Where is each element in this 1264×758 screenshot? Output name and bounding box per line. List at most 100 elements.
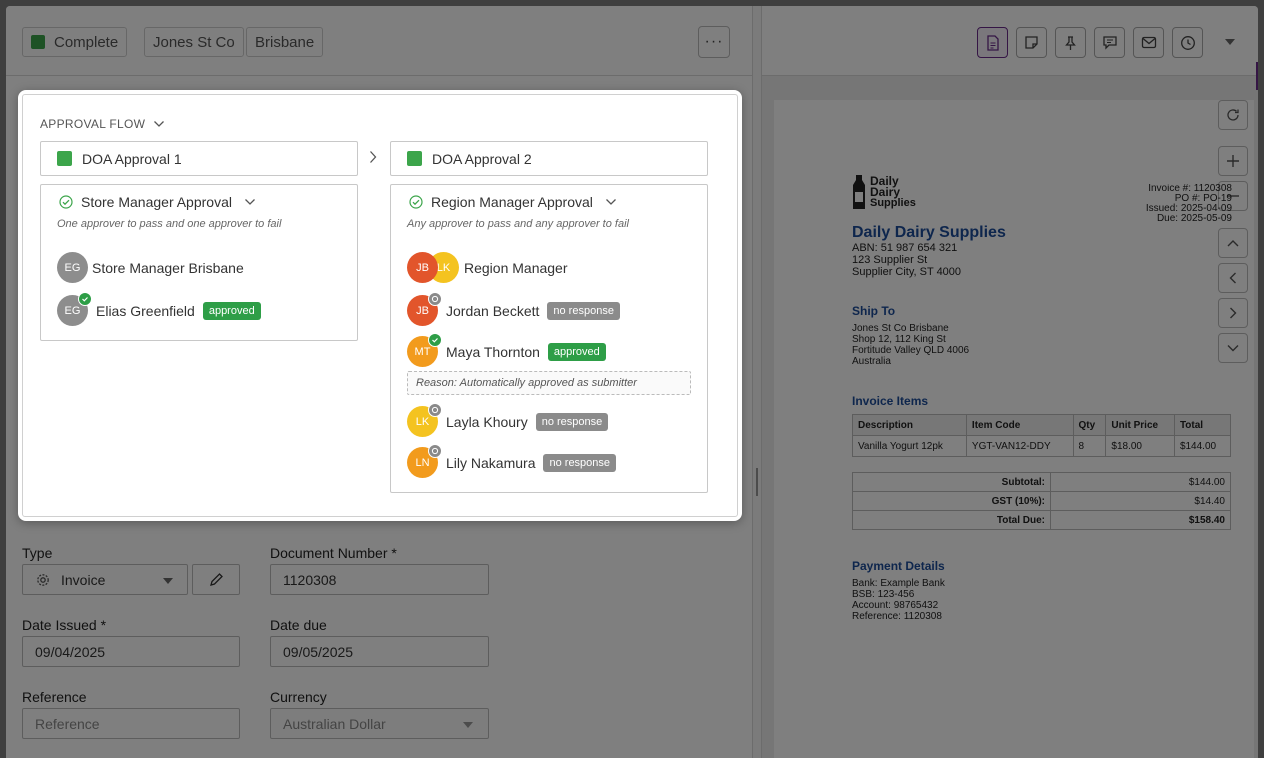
approver-row: LN Lily Nakamura no response	[407, 444, 617, 478]
ship-line-4: Australia	[852, 356, 891, 367]
avatar: EG	[57, 292, 92, 326]
avatar-initials: JB	[416, 261, 429, 274]
gear-icon	[37, 574, 49, 586]
invoice-items-table: Description Item Code Qty Unit Price Tot…	[852, 414, 1232, 457]
store-chip[interactable]: Jones St Co	[144, 27, 244, 57]
document-viewer-pane: Daily Dairy Supplies Invoice #: 1120308 …	[762, 6, 1258, 758]
status-badge: approved	[547, 342, 606, 361]
item-unit-price: $18.00	[1105, 435, 1175, 457]
region-manager-approval-toggle[interactable]: Region Manager Approval	[409, 194, 617, 210]
next-page-button[interactable]	[1218, 298, 1248, 328]
refresh-button[interactable]	[1218, 100, 1248, 130]
stage-doa-approval-2[interactable]: DOA Approval 2	[390, 141, 708, 176]
chevron-right-icon	[1230, 307, 1237, 319]
item-code: YGT-VAN12-DDY	[965, 435, 1074, 457]
status-badge: no response	[535, 412, 609, 431]
table-row: Subtotal: $144.00	[852, 472, 1231, 492]
status-badge: no response	[543, 453, 617, 472]
date-due-input[interactable]: 09/05/2025	[270, 636, 489, 667]
chevron-down-icon	[245, 199, 255, 205]
pin-button[interactable]	[1055, 27, 1086, 58]
scroll-down-button[interactable]	[1218, 333, 1248, 363]
avatar-initials: LN	[415, 456, 430, 469]
zoom-in-button[interactable]	[1218, 146, 1248, 176]
bank-name: Bank: Example Bank	[852, 578, 945, 589]
col-qty: Qty	[1072, 414, 1107, 436]
table-header-row: Description Item Code Qty Unit Price Tot…	[852, 414, 1232, 436]
chevron-left-icon	[1229, 272, 1236, 284]
email-button[interactable]	[1133, 27, 1164, 58]
history-button[interactable]	[1172, 27, 1203, 58]
chevron-down-icon	[1227, 345, 1239, 352]
avatar-initials: LK	[415, 415, 430, 428]
status-badge: no response	[547, 301, 620, 320]
reference-input[interactable]: Reference	[22, 708, 240, 739]
chevron-down-icon	[463, 722, 473, 728]
viewer-menu-toggle[interactable]	[1220, 32, 1240, 52]
notes-button[interactable]	[1016, 27, 1047, 58]
comments-button[interactable]	[1094, 27, 1125, 58]
avatar: LN	[407, 444, 442, 478]
pane-resize-handle[interactable]	[752, 6, 762, 758]
currency-label: Currency	[270, 689, 327, 705]
stage-label: DOA Approval 2	[432, 150, 532, 167]
due-date: Due: 2025-05-09	[1156, 213, 1232, 224]
supplier-address: ABN: 51 987 654 321 123 Supplier St Supp…	[852, 242, 961, 278]
comment-icon	[1102, 36, 1117, 50]
document-number-label: Document Number *	[270, 545, 397, 561]
col-unit-price: Unit Price	[1105, 414, 1175, 436]
account-number: Account: 98765432	[852, 600, 939, 611]
check-circle-icon	[409, 195, 423, 209]
col-description: Description	[852, 414, 967, 436]
avatar-initials: LK	[436, 261, 451, 274]
currency-select[interactable]: Australian Dollar	[270, 708, 489, 739]
card-title-text: Store Manager Approval	[81, 194, 232, 210]
more-options-button[interactable]: ···	[698, 26, 730, 58]
avatar: LK	[407, 403, 442, 437]
approver-name: Jordan Beckett	[446, 302, 540, 319]
status-chip[interactable]: Complete	[22, 27, 128, 57]
approver-name: Elias Greenfield	[96, 302, 195, 319]
avatar-initials: EG	[64, 304, 81, 317]
ship-to-address: Jones St Co Brisbane Shop 12, 112 King S…	[852, 323, 969, 367]
table-row: Vanilla Yogurt 12pk YGT-VAN12-DDY 8 $18.…	[852, 435, 1232, 457]
document-view-button[interactable]	[977, 27, 1008, 58]
logo-line-2: Dairy	[870, 184, 901, 199]
payment-details: Bank: Example Bank BSB: 123-456 Account:…	[852, 578, 945, 622]
invoice-meta: Invoice #: 1120308 PO #: PO-19 Issued: 2…	[1132, 184, 1232, 224]
document-number-input[interactable]: 1120308	[270, 564, 489, 595]
ship-line-2: Shop 12, 112 King St	[852, 334, 946, 345]
payment-reference: Reference: 1120308	[852, 611, 942, 622]
date-issued-input[interactable]: 09/04/2025	[22, 636, 240, 667]
gst-value: $14.40	[1050, 491, 1231, 511]
previous-page-button[interactable]	[1218, 263, 1248, 293]
edit-type-button[interactable]	[192, 564, 240, 595]
ship-line-3: Fortitude Valley QLD 4006	[852, 345, 970, 356]
location-chip[interactable]: Brisbane	[246, 27, 324, 57]
supplier-logo: Daily Dairy Supplies	[852, 174, 916, 210]
date-due-label: Date due	[270, 617, 327, 633]
reference-label: Reference	[22, 689, 87, 705]
approval-flow-toggle[interactable]: APPROVAL FLOW	[40, 117, 165, 131]
approval-reason: Reason: Automatically approved as submit…	[407, 371, 691, 395]
date-issued-label: Date Issued *	[22, 617, 107, 633]
approver-name: Lily Nakamura	[446, 454, 536, 471]
pencil-icon	[209, 573, 223, 586]
approval-rule: One approver to pass and one approver to…	[57, 218, 282, 230]
store-manager-approval-toggle[interactable]: Store Manager Approval	[59, 194, 256, 210]
avatar: MT	[407, 333, 442, 367]
document-toolbar: Complete Jones St Co Brisbane ···	[6, 6, 752, 76]
currency-value: Australian Dollar	[283, 716, 386, 732]
stage-status-swatch	[57, 151, 72, 166]
total-due-label: Total Due:	[852, 510, 1051, 530]
scroll-up-button[interactable]	[1218, 228, 1248, 258]
item-description: Vanilla Yogurt 12pk	[852, 435, 967, 457]
table-row: Total Due: $158.40	[852, 510, 1231, 530]
type-select[interactable]: Invoice	[22, 564, 188, 595]
plus-icon	[1227, 155, 1239, 167]
stage-label: DOA Approval 1	[82, 150, 182, 167]
chevron-down-icon	[163, 578, 173, 584]
gst-label: GST (10%):	[852, 491, 1051, 511]
ship-to-heading: Ship To	[852, 304, 896, 318]
stage-doa-approval-1[interactable]: DOA Approval 1	[40, 141, 358, 176]
